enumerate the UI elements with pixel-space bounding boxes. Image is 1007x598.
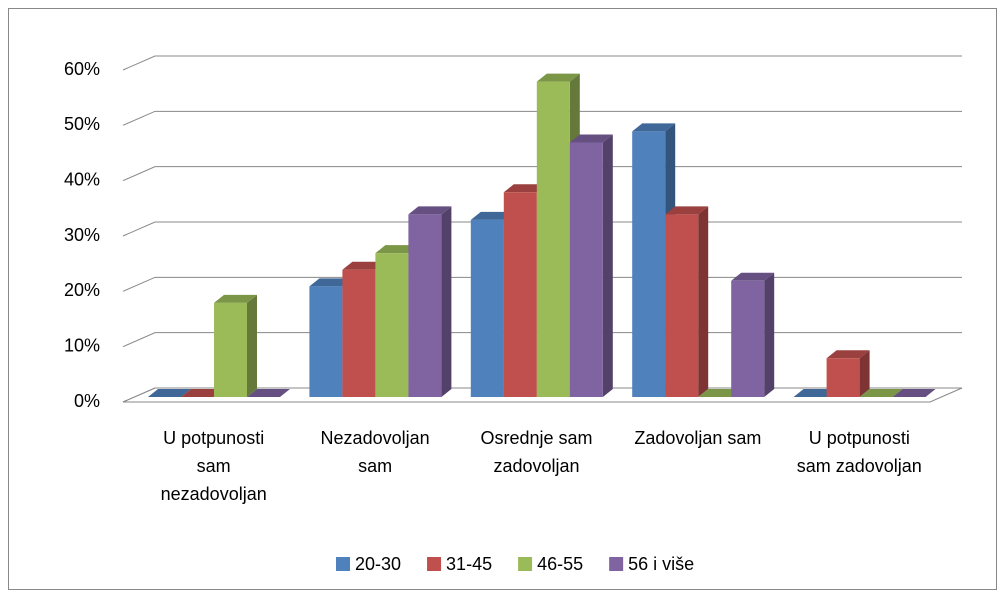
legend-label: 46-55: [537, 554, 583, 574]
bar-top: [698, 389, 742, 397]
legend-swatch: [427, 557, 442, 571]
bar: [632, 131, 666, 397]
grid-line: [122, 55, 962, 71]
bar-top: [731, 272, 775, 281]
bar-top: [408, 206, 452, 215]
y-tick-label: 40%: [64, 169, 100, 189]
bar-side: [764, 272, 775, 397]
bar-top: [470, 211, 514, 220]
bar: [731, 280, 765, 397]
bar-side: [247, 294, 257, 397]
bar-top: [892, 389, 936, 397]
bar-side: [602, 134, 613, 397]
bar-top: [375, 245, 419, 254]
y-tick-label: 30%: [64, 225, 100, 245]
bar-top: [826, 350, 870, 359]
y-tick-label: 20%: [64, 280, 100, 300]
bar: [536, 81, 570, 397]
legend-label: 20-30: [355, 554, 401, 574]
bar: [408, 214, 442, 397]
x-tick-label: U potpunosti sam zadovoljan: [796, 428, 922, 476]
bar-top: [793, 389, 837, 397]
bar-side: [698, 206, 709, 397]
bar-top: [181, 389, 224, 397]
bar-top: [503, 184, 547, 193]
bar-top: [632, 123, 676, 132]
bar-top: [665, 206, 709, 215]
legend-swatch: [609, 557, 624, 571]
bar-side: [859, 350, 870, 397]
bar-side: [441, 206, 452, 397]
legend-swatch: [336, 557, 350, 571]
y-tick-label: 50%: [64, 114, 100, 134]
bar: [375, 253, 409, 397]
legend-swatch: [518, 557, 533, 571]
y-tick-label: 0%: [74, 391, 100, 411]
bar-top: [569, 134, 613, 143]
bar: [214, 302, 247, 397]
y-tick-label: 60%: [64, 59, 100, 79]
bar: [503, 192, 537, 397]
bar: [342, 269, 376, 397]
bar: [826, 358, 860, 397]
bar: [665, 214, 699, 397]
y-tick-label: 10%: [64, 335, 100, 355]
legend-label: 31-45: [446, 554, 492, 574]
bar: [569, 142, 603, 397]
bar-top: [859, 389, 903, 397]
bar-top: [247, 389, 290, 397]
legend-label: 56 i više: [628, 554, 694, 574]
bar: [470, 219, 504, 397]
bar-top: [342, 261, 386, 270]
x-tick-label: Zadovoljan sam: [634, 428, 762, 448]
x-tick-label: U potpunosti sam nezadovoljan: [160, 428, 267, 504]
grid-line: [122, 166, 962, 182]
bar-top: [148, 389, 191, 397]
x-tick-label: Nezadovoljan sam: [320, 428, 430, 476]
bar-top: [309, 278, 353, 287]
bar-top: [214, 294, 257, 303]
grid-line: [122, 110, 962, 126]
bar: [309, 286, 343, 397]
bar-top: [536, 73, 580, 82]
x-tick-label: Osrednje sam zadovoljan: [480, 428, 593, 476]
